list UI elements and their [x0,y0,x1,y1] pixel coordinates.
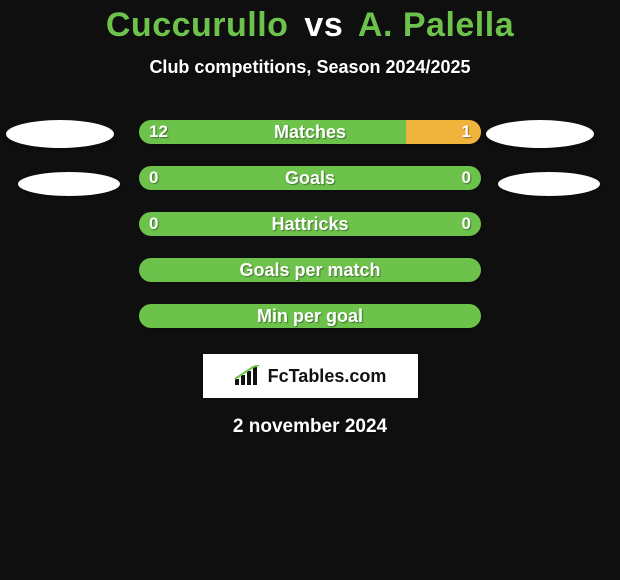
stat-bar: Min per goal [139,304,481,328]
logo-bars-icon [234,365,262,387]
page-title: Cuccurullo vs A. Palella [0,6,620,45]
ellipse-left-mid [18,172,120,196]
page-root: Cuccurullo vs A. Palella Club competitio… [0,0,620,580]
footer-date: 2 november 2024 [0,416,620,438]
logo-box: FcTables.com [203,354,418,398]
ellipse-right-top [486,120,594,148]
stat-value-right: 0 [462,168,471,188]
vs-label: vs [304,6,343,44]
stat-value-left: 12 [149,122,168,142]
stat-value-left: 0 [149,214,158,234]
player2-name: A. Palella [358,6,514,44]
stat-bar-left-segment [139,120,406,144]
stat-bar-left-segment [139,258,481,282]
logo-text: FcTables.com [268,366,387,387]
subtitle: Club competitions, Season 2024/2025 [0,57,620,78]
player1-name: Cuccurullo [106,6,289,44]
stat-bar: Goals00 [139,166,481,190]
stat-bar: Matches121 [139,120,481,144]
stat-bar: Goals per match [139,258,481,282]
stat-bar-left-segment [139,166,481,190]
stat-value-left: 0 [149,168,158,188]
stat-bar: Hattricks00 [139,212,481,236]
stat-value-right: 1 [462,122,471,142]
ellipse-right-mid [498,172,600,196]
stat-value-right: 0 [462,214,471,234]
stats-stage: Matches121Goals00Hattricks00Goals per ma… [0,120,620,328]
stat-bar-left-segment [139,212,481,236]
stat-bar-left-segment [139,304,481,328]
stats-bars: Matches121Goals00Hattricks00Goals per ma… [139,120,481,328]
ellipse-left-top [6,120,114,148]
